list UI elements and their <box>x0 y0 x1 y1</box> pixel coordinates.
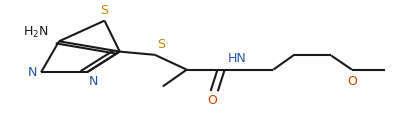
Text: O: O <box>347 75 357 88</box>
Text: N: N <box>28 66 37 79</box>
Text: S: S <box>157 38 165 51</box>
Text: S: S <box>101 4 109 17</box>
Text: O: O <box>208 94 217 107</box>
Text: H$_2$N: H$_2$N <box>23 25 49 40</box>
Text: N: N <box>89 75 98 88</box>
Text: HN: HN <box>228 51 247 64</box>
